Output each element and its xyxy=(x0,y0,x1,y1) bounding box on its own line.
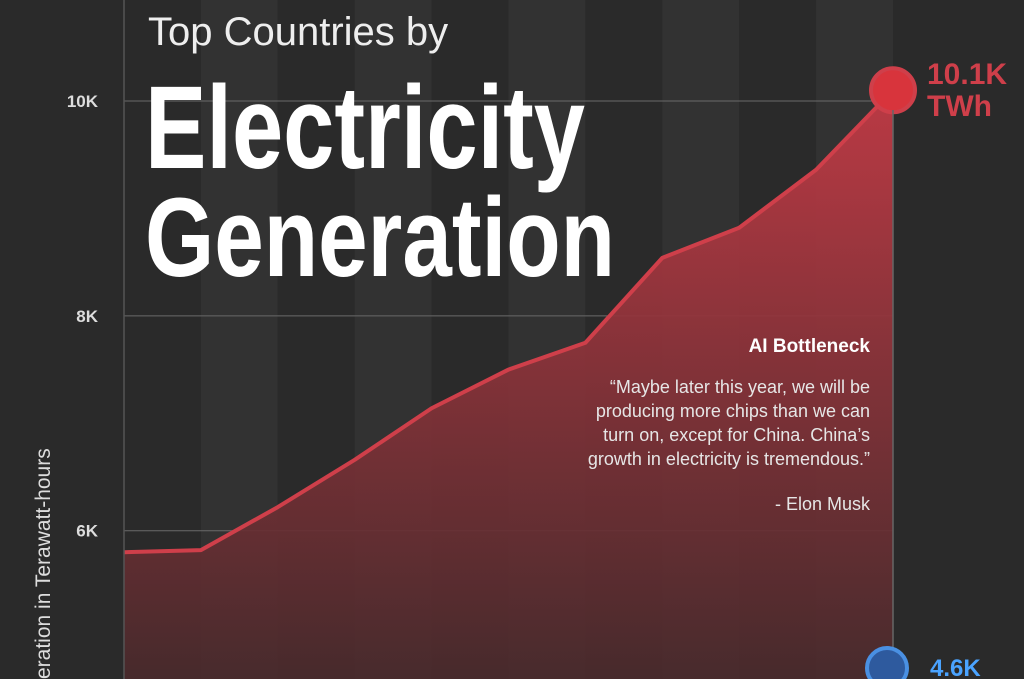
us-flag-marker xyxy=(865,646,909,679)
area xyxy=(124,90,893,679)
annotation-title: AI Bottleneck xyxy=(749,336,871,357)
title-main: Electricity xyxy=(145,62,585,194)
annotation-line: turn on, except for China. China’s xyxy=(603,425,870,445)
annotation-line: growth in electricity is tremendous.” xyxy=(588,449,870,469)
annotation-line: producing more chips than we can xyxy=(596,401,870,421)
y-tick-label: 8K xyxy=(76,307,98,326)
unit-label: TWh xyxy=(927,90,992,123)
annotation-line: “Maybe later this year, we will be xyxy=(610,377,870,397)
value-label: 10.1K xyxy=(927,58,1007,91)
annotation-author: - Elon Musk xyxy=(775,494,871,514)
point-marker xyxy=(869,66,917,115)
us-value-label: 4.6K xyxy=(930,655,981,679)
title-top: Top Countries by xyxy=(148,10,448,54)
line xyxy=(123,88,895,555)
y-tick-label: 10K xyxy=(67,92,99,111)
y-tick-label: 6K xyxy=(76,522,98,541)
annotation-quote: “Maybe later this year, we will be produc… xyxy=(588,377,870,469)
y-axis-label: eration in Terawatt-hours xyxy=(32,448,55,679)
title-main: Generation xyxy=(145,175,615,300)
